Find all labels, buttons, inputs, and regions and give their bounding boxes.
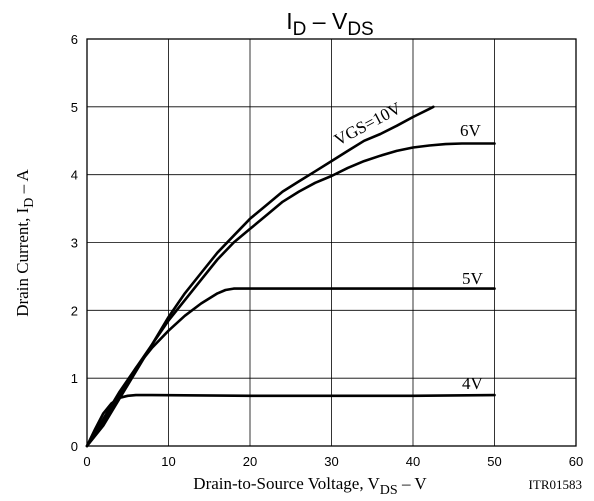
chart-title: ID – VDS: [286, 8, 373, 40]
x-tick-label: 30: [324, 454, 338, 469]
series-line: [85, 287, 496, 448]
y-tick-label: 0: [71, 439, 78, 454]
x-tick-label: 20: [243, 454, 257, 469]
y-axis-label: Drain Current, ID – A: [13, 169, 37, 317]
x-axis-label: Drain-to-Source Voltage, VDS – V: [193, 474, 427, 498]
y-tick-label: 1: [71, 371, 78, 386]
series-lines: [85, 105, 496, 448]
x-tick-label: 40: [406, 454, 420, 469]
tick-labels: 0 10 20 30 40 50 60 0 1 2 3 4 5 6: [71, 32, 583, 469]
x-tick-label: 10: [161, 454, 175, 469]
series-line: [85, 142, 496, 448]
series-line: [85, 393, 496, 448]
y-tick-label: 2: [71, 303, 78, 318]
x-tick-label: 50: [487, 454, 501, 469]
series-label: 4V: [462, 374, 484, 393]
x-tick-label: 0: [83, 454, 90, 469]
x-tick-label: 60: [569, 454, 583, 469]
figure-code: ITR01583: [529, 477, 582, 492]
series-label: 5V: [462, 269, 484, 288]
grid: [87, 39, 576, 446]
y-tick-label: 4: [71, 168, 78, 183]
series-label: 6V: [460, 121, 482, 140]
y-tick-label: 6: [71, 32, 78, 47]
series-label: VGS=10V: [331, 98, 405, 149]
plot-frame: [86, 38, 577, 447]
y-tick-label: 5: [71, 100, 78, 115]
y-tick-label: 3: [71, 236, 78, 251]
